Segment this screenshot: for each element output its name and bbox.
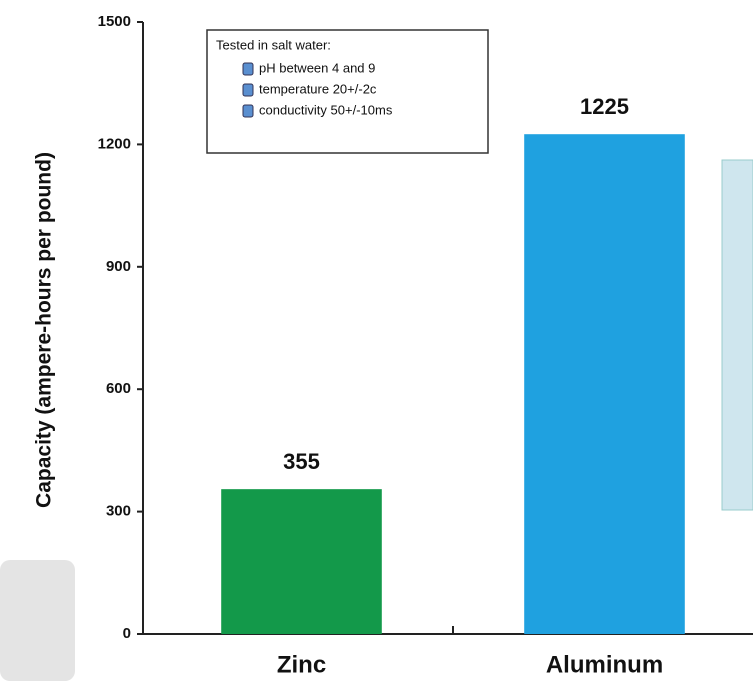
bar [524, 134, 685, 634]
legend: Tested in salt water: [206, 29, 489, 154]
y-axis-label: Capacity (ampere-hours per pound) [33, 152, 56, 508]
legend-box [206, 29, 489, 154]
x-tick-label: Aluminum [546, 651, 663, 678]
legend-icon [242, 104, 254, 118]
bar [221, 489, 382, 634]
y-tick-label: 1200 [98, 135, 131, 152]
y-tick-label: 300 [106, 503, 131, 520]
x-tick-label: Zinc [277, 651, 326, 678]
legend-icon [242, 62, 254, 76]
photo-left [0, 560, 75, 681]
y-tick-label: 1500 [98, 13, 131, 30]
photo-right [721, 159, 753, 511]
y-tick-label: 0 [123, 625, 131, 642]
legend-icon [242, 83, 254, 97]
value-label: 1225 [580, 94, 629, 119]
legend-item: conductivity 50+/-10ms [259, 102, 393, 117]
legend-item: temperature 20+/-2c [259, 81, 377, 96]
legend-title: Tested in salt water: [216, 37, 331, 52]
legend-item: pH between 4 and 9 [259, 60, 375, 75]
value-label: 355 [283, 449, 320, 474]
y-tick-label: 900 [106, 258, 131, 275]
product-photo [0, 159, 753, 681]
y-tick-label: 600 [106, 380, 131, 397]
